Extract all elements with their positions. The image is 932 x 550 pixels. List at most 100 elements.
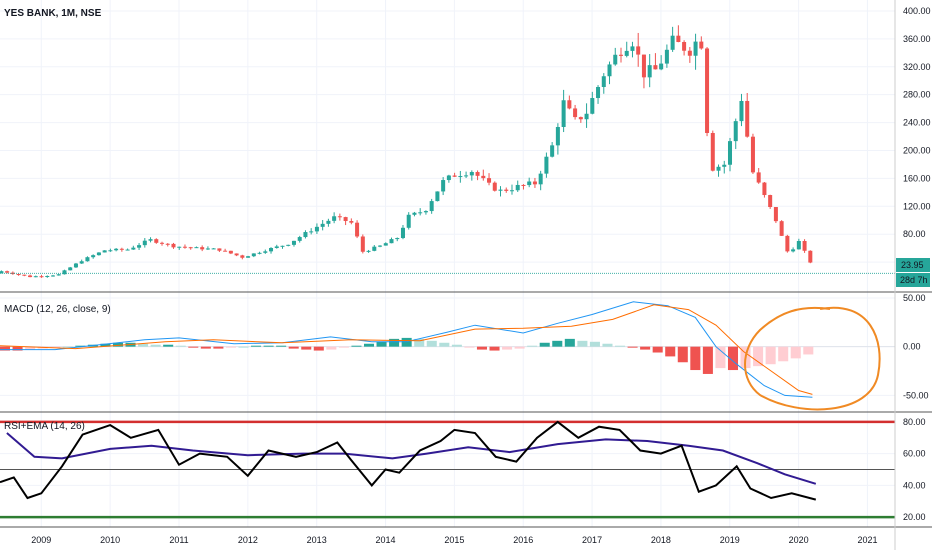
macd-histogram-bar: [690, 346, 701, 371]
macd-histogram-bar: [627, 346, 638, 348]
candle-body: [211, 248, 216, 250]
macd-histogram-bar: [163, 344, 174, 347]
y-tick-label: 50.00: [903, 293, 926, 303]
y-tick-label: -50.00: [903, 390, 929, 400]
candle-body: [5, 271, 10, 273]
macd-histogram-bar: [213, 346, 224, 349]
candle-body: [693, 41, 698, 56]
candle-body: [51, 275, 56, 277]
macd-pane[interactable]: [0, 301, 895, 411]
candle-body: [274, 246, 279, 248]
y-tick-label: 200.00: [903, 145, 931, 155]
macd-histogram-bar: [778, 346, 789, 362]
price-pane[interactable]: [0, 25, 895, 278]
macd-histogram-bar: [615, 345, 626, 347]
macd-histogram-bar: [313, 346, 324, 351]
macd-histogram-bar: [539, 342, 550, 347]
candle-body: [73, 263, 78, 268]
candle-body: [664, 49, 669, 64]
candle-body: [561, 100, 566, 127]
candle-body: [337, 216, 342, 218]
candle-body: [96, 252, 101, 256]
candle-body: [177, 246, 182, 248]
macd-histogram-bar: [527, 345, 538, 347]
macd-histogram-bar: [225, 346, 236, 348]
candle-body: [584, 113, 589, 120]
candle-body: [257, 252, 262, 254]
x-tick-label: 2016: [513, 535, 533, 545]
candle-body: [332, 216, 337, 221]
rsi-pane[interactable]: [0, 420, 895, 519]
last-price-label: 23.95: [901, 260, 924, 270]
x-tick-label: 2011: [169, 535, 188, 545]
macd-histogram-bar: [376, 341, 387, 347]
candle-body: [739, 100, 744, 122]
candle-body: [802, 240, 807, 251]
candle-body: [45, 275, 50, 277]
rsi-pane-title: RSI+EMA (14, 26): [4, 421, 85, 432]
candle-body: [532, 181, 537, 185]
macd-histogram-bar: [652, 346, 663, 353]
candle-body: [263, 251, 268, 253]
candle-body: [412, 212, 417, 215]
candle-body: [79, 261, 84, 264]
candle-body: [85, 257, 90, 262]
x-tick-label: 2013: [307, 535, 327, 545]
macd-histogram-bar: [702, 346, 713, 374]
macd-histogram-bar: [62, 346, 73, 348]
candle-body: [458, 176, 463, 178]
candle-body: [733, 121, 738, 142]
candle-body: [647, 65, 652, 78]
candle-body: [194, 247, 199, 249]
candle-body: [509, 190, 514, 192]
candle-body: [750, 136, 755, 173]
candle-body: [423, 211, 428, 213]
macd-histogram-bar: [753, 346, 764, 367]
candle-body: [567, 100, 572, 109]
candle-body: [441, 180, 446, 192]
candle-body: [762, 182, 767, 196]
macd-highlight-circle: [744, 306, 881, 411]
macd-histogram-bar: [150, 344, 161, 347]
candle-body: [544, 156, 549, 174]
x-tick-label: 2020: [789, 535, 809, 545]
candle-body: [360, 236, 365, 252]
candle-body: [624, 50, 629, 56]
candle-body: [108, 250, 113, 252]
candle-body: [653, 65, 658, 70]
candle-body: [119, 248, 124, 250]
candle-body: [205, 248, 210, 250]
macd-histogram-bar: [389, 338, 400, 347]
candle-body: [269, 247, 274, 252]
candle-body: [550, 145, 555, 157]
candle-body: [56, 274, 61, 276]
candle-body: [418, 212, 423, 214]
candle-body: [682, 42, 687, 51]
candle-body: [114, 248, 119, 251]
candle-body: [165, 243, 170, 245]
macd-histogram-bar: [414, 338, 425, 347]
candle-body: [223, 250, 228, 252]
macd-histogram-bar: [589, 341, 600, 347]
y-tick-label: 60.00: [903, 449, 926, 459]
macd-histogram-bar: [138, 343, 149, 347]
macd-histogram-bar: [363, 343, 375, 347]
candle-body: [200, 247, 205, 250]
candle-body: [378, 245, 383, 247]
macd-histogram-bar: [602, 343, 613, 347]
y-tick-label: 80.00: [903, 417, 926, 427]
y-tick-label: 280.00: [903, 90, 931, 100]
candle-body: [601, 76, 606, 87]
macd-histogram-bar: [715, 346, 726, 369]
candle-body: [33, 276, 38, 278]
macd-histogram-bar: [326, 346, 337, 350]
macd-histogram-bar: [12, 346, 23, 351]
candle-body: [768, 195, 773, 208]
candle-body: [452, 175, 457, 177]
candle-body: [555, 126, 560, 146]
candle-body: [722, 164, 727, 167]
macd-histogram-bar: [727, 346, 739, 371]
candle-body: [160, 242, 165, 244]
macd-histogram-bar: [288, 346, 299, 349]
